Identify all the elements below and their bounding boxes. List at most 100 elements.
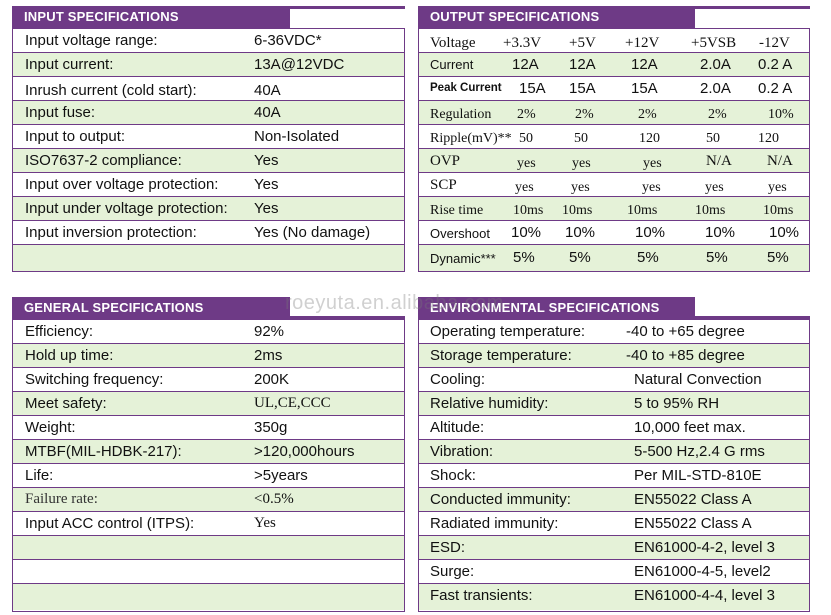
row-label: Input inversion protection: (25, 224, 197, 241)
table-row: MTBF(MIL-HDBK-217): >120,000hours (13, 440, 404, 464)
row-value: 6-36VDC* (254, 32, 322, 49)
row-label: Switching frequency: (25, 371, 164, 388)
environmental-spec-table: Operating temperature: -40 to +65 degree … (418, 319, 810, 612)
table-row: ISO7637-2 compliance: Yes (13, 149, 404, 173)
row-value: yes (517, 156, 536, 171)
table-row: Input inversion protection: Yes (No damag… (13, 221, 404, 245)
row-value: EN61000-4-5, level2 (634, 563, 771, 580)
row-label: Rise time (430, 203, 484, 218)
row-label: Peak Current (430, 82, 502, 94)
row-value: EN61000-4-2, level 3 (634, 539, 775, 556)
general-spec-panel: GENERAL SPECIFICATIONS Efficiency: 92% Ho… (12, 297, 405, 612)
row-value: 5% (569, 249, 591, 266)
row-label: Vibration: (430, 443, 494, 460)
row-label: Meet safety: (25, 395, 107, 412)
row-value: yes (571, 180, 590, 195)
table-row: Input ACC control (ITPS): Yes (13, 512, 404, 536)
row-value: +3.3V (503, 35, 542, 51)
table-row: Dynamic*** 5% 5% 5% 5% 5% (419, 245, 809, 271)
row-label: Conducted immunity: (430, 491, 571, 508)
row-value: EN61000-4-4, level 3 (634, 587, 775, 604)
row-value: Non-Isolated (254, 128, 340, 145)
row-value: 15A (569, 80, 596, 97)
input-spec-header: INPUT SPECIFICATIONS (12, 6, 290, 28)
row-value: 10ms (695, 203, 726, 218)
row-value: 40A (254, 104, 281, 121)
row-value: 50 (519, 131, 533, 146)
table-row: Failure rate: <0.5% (13, 488, 404, 512)
row-value: -40 to +65 degree (626, 323, 745, 340)
row-label: Failure rate: (25, 491, 98, 507)
row-value: yes (705, 180, 724, 195)
row-value: 12A (631, 56, 658, 73)
row-label: Life: (25, 467, 54, 484)
row-value: 2.0A (700, 56, 731, 73)
row-value: 2% (708, 107, 727, 122)
table-row: Current 12A 12A 12A 2.0A 0.2 A (419, 53, 809, 77)
row-value: 10% (635, 224, 666, 241)
row-value: 10ms (562, 203, 593, 218)
row-value: 10ms (513, 203, 544, 218)
table-row: Conducted immunity: EN55022 Class A (419, 488, 809, 512)
row-label: MTBF(MIL-HDBK-217): (25, 443, 182, 460)
row-label: Inrush current (cold start): (25, 82, 197, 99)
row-value: 5% (767, 249, 789, 266)
row-label: OVP (430, 153, 461, 169)
row-value: 2% (517, 107, 536, 122)
table-row: Meet safety: UL,CE,CCC (13, 392, 404, 416)
row-label: Input ACC control (ITPS): (25, 515, 195, 532)
table-row: Input fuse: 40A (13, 101, 404, 125)
row-label: Shock: (430, 467, 476, 484)
row-value: 10% (705, 224, 736, 241)
table-row (13, 560, 404, 584)
output-spec-panel: OUTPUT SPECIFICATIONS Voltage +3.3V +5V … (418, 6, 810, 272)
row-value: 50 (706, 131, 720, 146)
table-row: Peak Current 15A 15A 15A 2.0A 0.2 A (419, 77, 809, 101)
table-row: Cooling: Natural Convection (419, 368, 809, 392)
row-label: Input under voltage protection: (25, 200, 228, 217)
row-value: 0.2 A (758, 80, 793, 97)
row-value: 10ms (627, 203, 658, 218)
row-value: 2% (575, 107, 594, 122)
table-row (13, 584, 404, 610)
row-value: 5% (637, 249, 659, 266)
row-value: 92% (254, 323, 285, 340)
row-value: +12V (625, 35, 660, 51)
row-value: 10,000 feet max. (634, 419, 746, 436)
row-value: 12A (512, 56, 539, 73)
output-spec-table: Voltage +3.3V +5V +12V +5VSB -12V Curren… (418, 28, 810, 272)
row-value: <0.5% (254, 491, 294, 507)
row-value: 120 (639, 131, 660, 146)
table-row: Relative humidity: 5 to 95% RH (419, 392, 809, 416)
table-row: Input over voltage protection: Yes (13, 173, 404, 197)
row-label: Input to output: (25, 128, 126, 145)
row-value: -40 to +85 degree (626, 347, 745, 364)
input-spec-panel: INPUT SPECIFICATIONS Input voltage range… (12, 6, 405, 272)
row-value: Natural Convection (634, 371, 762, 388)
row-value: 2% (638, 107, 657, 122)
table-row: Operating temperature: -40 to +65 degree (419, 320, 809, 344)
row-value: Yes (254, 515, 276, 531)
row-label: SCP (430, 177, 457, 193)
table-row: Rise time 10ms 10ms 10ms 10ms 10ms (419, 197, 809, 221)
row-value: 200K (254, 371, 290, 388)
row-value: 120 (758, 131, 779, 146)
row-value: 350g (254, 419, 288, 436)
table-row: SCP yes yes yes yes yes (419, 173, 809, 197)
row-label: Input voltage range: (25, 32, 158, 49)
table-row: Input to output: Non-Isolated (13, 125, 404, 149)
row-label: Relative humidity: (430, 395, 549, 412)
row-value: 10% (769, 224, 800, 241)
row-value: 15A (631, 80, 658, 97)
table-row: Shock: Per MIL-STD-810E (419, 464, 809, 488)
table-row: Life: >5years (13, 464, 404, 488)
row-label: Storage temperature: (430, 347, 572, 364)
table-row: Efficiency: 92% (13, 320, 404, 344)
row-label: Weight: (25, 419, 76, 436)
row-label: Hold up time: (25, 347, 114, 364)
row-value: yes (642, 180, 661, 195)
row-value: yes (768, 180, 787, 195)
environmental-spec-header-rule (695, 316, 810, 319)
row-value: 15A (519, 80, 546, 97)
row-value: +5VSB (691, 35, 737, 51)
